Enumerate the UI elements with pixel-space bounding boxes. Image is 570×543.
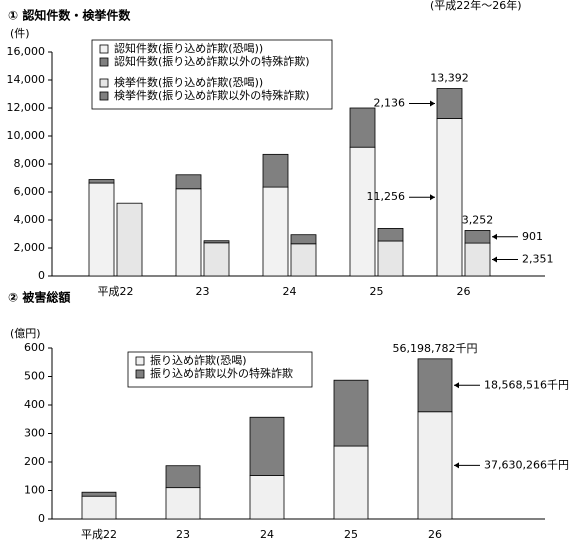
x-tick-label: 26: [428, 528, 442, 541]
arrow-head: [492, 233, 497, 240]
total-label: 3,252: [462, 213, 494, 226]
bar-segment: [165, 487, 201, 520]
x-tick-label: 24: [260, 528, 274, 541]
bar-segment: [417, 358, 453, 413]
x-tick-label: 26: [457, 285, 471, 298]
value-label: 18,568,516千円: [484, 378, 569, 391]
x-tick-label: 平成22: [81, 528, 117, 541]
legend-swatch: [135, 369, 145, 379]
y-unit: (件): [10, 27, 30, 40]
bar-segment: [464, 242, 491, 277]
value-label: 2,351: [522, 253, 554, 266]
y-tick-label: 300: [24, 427, 45, 440]
bar-segment: [203, 242, 230, 277]
y-tick-label: 600: [24, 341, 45, 354]
legend-label: 検挙件数(振り込め詐欺以外の特殊詐欺): [114, 88, 310, 102]
bar-segment: [249, 474, 285, 520]
value-label: 37,630,266千円: [484, 458, 569, 471]
total-label: 56,198,782千円: [393, 342, 478, 355]
y-tick-label: 200: [24, 455, 45, 468]
bar-segment: [203, 240, 230, 244]
y-tick-label: 0: [38, 512, 45, 525]
y-tick-label: 2,000: [14, 241, 46, 254]
bar-segment: [333, 379, 369, 447]
legend: 振り込め詐欺(恐喝)振り込め詐欺以外の特殊詐欺: [127, 351, 313, 388]
bar-segment: [165, 465, 201, 489]
value-label: 2,136: [374, 96, 406, 109]
bar-segment: [262, 186, 289, 277]
legend-label: 検挙件数(振り込め詐欺(恐喝)): [114, 75, 263, 89]
x-tick-label: 23: [176, 528, 190, 541]
total-label: 13,392: [430, 72, 469, 85]
legend-label: 振り込め詐欺(恐喝): [150, 353, 247, 367]
bar-segment: [464, 230, 491, 244]
y-tick-label: 500: [24, 370, 45, 383]
y-tick-label: 6,000: [14, 185, 46, 198]
bar-segment: [249, 416, 285, 476]
bar-segment: [81, 491, 117, 497]
arrow-head: [430, 194, 435, 201]
x-tick-label: 平成22: [98, 285, 134, 298]
bar-segment: [436, 118, 463, 277]
arrow-head: [430, 100, 435, 107]
legend-label: 認知件数(振り込め詐欺(恐喝)): [114, 41, 263, 55]
value-label: 901: [522, 230, 543, 243]
arrow-head: [492, 256, 497, 263]
arrow-head: [454, 462, 459, 469]
bar-segment: [290, 243, 317, 277]
legend-label: 振り込め詐欺以外の特殊詐欺: [150, 366, 293, 380]
bar-segment: [349, 146, 376, 277]
bar-segment: [175, 188, 202, 277]
chart-title: ① 認知件数・検挙件数: [8, 8, 131, 23]
y-tick-label: 12,000: [7, 101, 46, 114]
bar-segment: [262, 153, 289, 188]
legend-box: [91, 39, 333, 110]
value-label: 11,256: [367, 190, 406, 203]
y-tick-label: 16,000: [7, 45, 46, 58]
bar-segment: [290, 234, 317, 245]
chart-title: ② 被害総額: [8, 290, 70, 305]
y-tick-label: 4,000: [14, 213, 46, 226]
bar-segment: [116, 202, 143, 277]
legend-label: 認知件数(振り込め詐欺以外の特殊詐欺): [114, 54, 310, 68]
y-unit: (億円): [10, 327, 41, 340]
legend-swatch: [99, 78, 109, 88]
x-tick-label: 25: [370, 285, 384, 298]
legend-box: [127, 351, 313, 388]
legend-swatch: [99, 44, 109, 54]
legend-swatch: [99, 91, 109, 101]
bar-segment: [377, 227, 404, 242]
bar-segment: [349, 107, 376, 148]
y-tick-label: 400: [24, 398, 45, 411]
bar-segment: [88, 182, 115, 277]
bar-segment: [417, 411, 453, 520]
legend-swatch: [99, 57, 109, 67]
x-tick-label: 25: [344, 528, 358, 541]
arrow-head: [454, 382, 459, 389]
y-tick-label: 0: [38, 269, 45, 282]
x-tick-label: 23: [196, 285, 210, 298]
bar-segment: [436, 88, 463, 119]
bar-segment: [175, 174, 202, 190]
bar-segment: [333, 445, 369, 520]
y-tick-label: 8,000: [14, 157, 46, 170]
legend-swatch: [135, 356, 145, 366]
bar-segment: [88, 179, 115, 184]
y-tick-label: 10,000: [7, 129, 46, 142]
legend: 認知件数(振り込め詐欺(恐喝))認知件数(振り込め詐欺以外の特殊詐欺) 検挙件数(…: [91, 39, 333, 110]
y-tick-label: 100: [24, 484, 45, 497]
x-tick-label: 24: [283, 285, 297, 298]
subtitle: (平成22年～26年): [430, 0, 522, 12]
bar-segment: [377, 240, 404, 277]
y-tick-label: 14,000: [7, 73, 46, 86]
bar-segment: [81, 495, 117, 520]
